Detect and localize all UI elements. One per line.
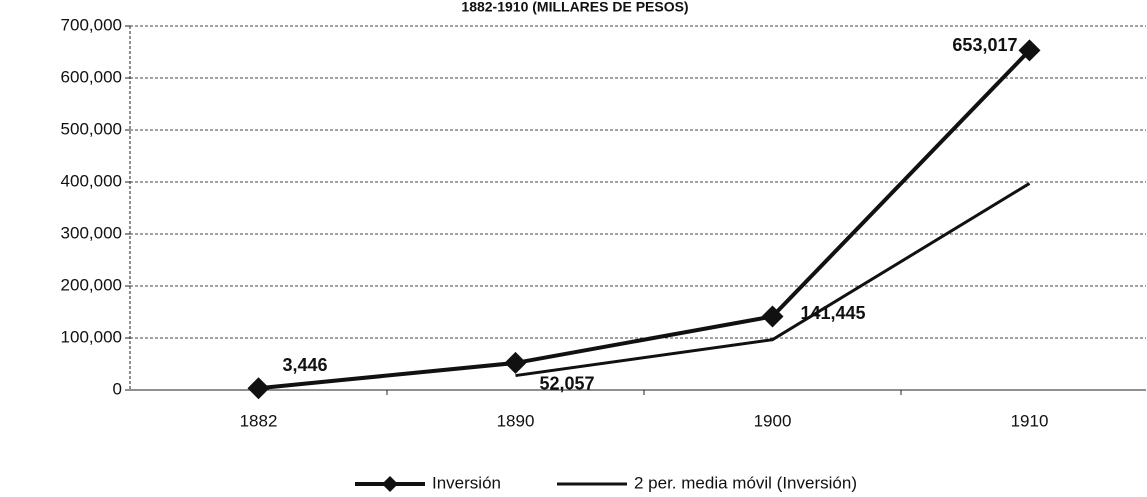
y-tick-label: 700,000 — [61, 15, 122, 34]
x-tick-label: 1890 — [497, 411, 535, 430]
y-tick-label: 300,000 — [61, 223, 122, 242]
x-tick-label: 1900 — [754, 411, 792, 430]
chart-title: 1882-1910 (MILLARES DE PESOS) — [461, 0, 688, 15]
legend-label: 2 per. media móvil (Inversión) — [634, 473, 857, 492]
data-label: 141,445 — [801, 303, 866, 323]
marker — [504, 351, 527, 374]
y-tick-label: 0 — [113, 379, 122, 398]
legend-marker — [382, 476, 398, 492]
x-tick-label: 1882 — [240, 411, 278, 430]
series-line — [258, 49, 1031, 391]
y-tick-label: 100,000 — [61, 327, 122, 346]
marker — [761, 305, 784, 328]
y-tick-label: 500,000 — [61, 119, 122, 138]
data-label: 52,057 — [540, 374, 595, 394]
y-tick-label: 200,000 — [61, 275, 122, 294]
data-label: 653,017 — [952, 35, 1017, 55]
series-line — [515, 182, 1031, 378]
marker — [1018, 39, 1041, 62]
legend-label: Inversión — [432, 473, 501, 492]
marker — [247, 377, 270, 400]
x-tick-label: 1910 — [1011, 411, 1049, 430]
y-tick-label: 400,000 — [61, 171, 122, 190]
data-label: 3,446 — [283, 355, 328, 375]
y-tick-label: 600,000 — [61, 67, 122, 86]
